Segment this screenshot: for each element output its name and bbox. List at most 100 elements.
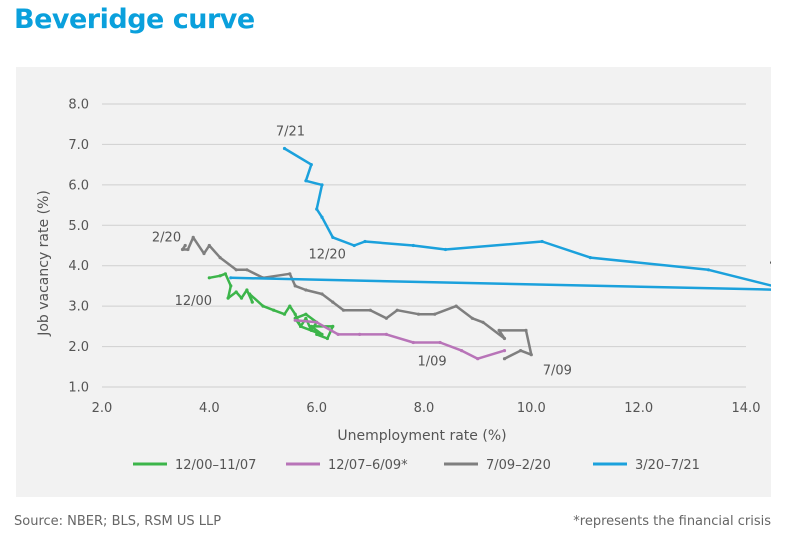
data-point [218,274,222,278]
data-point [502,357,507,361]
beveridge-chart: 1.02.03.04.05.06.07.08.0 2.0 4.0 6.0 8.0 10.… [36,98,771,473]
data-point [524,328,528,332]
annotation-label: 2/20 [152,231,181,246]
data-point [320,215,324,219]
data-point [229,276,233,280]
data-point [309,163,313,167]
data-point [180,247,185,252]
data-point [325,336,329,341]
data-point [245,268,249,272]
data-point [384,332,388,336]
data-point [417,312,421,316]
series-3 [180,235,533,361]
x-axis-label: Unemployment rate (%) [337,428,506,444]
series-line [295,319,505,360]
data-point [331,324,335,328]
legend-label: 3/20–7/21 [635,458,700,473]
data-point [304,179,308,183]
data-point [272,308,276,312]
y-tick-label: 5.0 [68,219,89,234]
data-point [363,239,367,244]
data-point [395,308,399,312]
data-point [261,304,265,308]
data-point [529,353,533,357]
data-point [502,349,507,353]
data-point [309,328,313,332]
data-point [341,308,346,312]
legend-label: 7/09–2/20 [486,458,551,473]
x-tick-label: 8.0 [414,401,435,416]
y-tick-label: 6.0 [68,178,89,193]
data-point [304,316,308,320]
data-point [282,146,287,151]
data-point [331,300,335,304]
annotation-label: 12/00 [175,294,212,309]
data-point [460,349,464,353]
annotation-label: 4/20 [769,255,771,270]
y-tick-label: 2.0 [68,340,89,355]
data-point [331,235,335,239]
x-tick-label: 4.0 [199,401,220,416]
series-line [230,147,771,291]
data-point [202,252,206,256]
data-point [234,268,238,272]
legend-item: 7/09–2/20 [444,458,551,473]
data-point [470,316,474,320]
legend-item: 12/00–11/07 [133,458,256,473]
data-point [481,320,485,324]
data-point [218,256,222,260]
series-4 [229,146,771,291]
data-point [368,308,372,312]
data-point [282,312,287,316]
data-point [315,320,319,324]
x-tick-label: 14.0 [732,401,761,416]
data-point [384,316,388,320]
data-point [239,296,244,300]
data-point [358,332,362,336]
data-point [288,304,292,308]
data-point [411,243,415,248]
data-point [315,332,319,336]
data-point [223,272,227,276]
data-point [352,243,356,248]
y-tick-label: 4.0 [68,259,89,274]
annotations: 7/21 2/20 12/20 4/20 12/00 1/09 7/09 [152,124,771,378]
data-point [304,312,308,316]
data-point [248,292,252,296]
annotation-label: 7/21 [276,124,305,139]
data-point [438,340,442,345]
x-tick-label: 10.0 [517,401,546,416]
data-point [540,239,544,244]
legend-label: 12/00–11/07 [175,458,256,473]
x-tick-label: 12.0 [624,401,653,416]
series-lines [180,146,771,361]
data-point [304,288,308,292]
data-point [226,296,230,300]
data-point [454,304,458,308]
data-point [336,332,340,336]
y-tick-label: 1.0 [68,381,89,396]
data-point [229,284,233,288]
source-note: Source: NBER; BLS, RSM US LLP [14,514,222,529]
data-point [706,268,711,272]
x-tick-labels: 2.0 4.0 6.0 8.0 10.0 12.0 14.0 [92,401,761,416]
data-point [288,272,292,276]
data-point [433,312,437,316]
x-tick-label: 6.0 [306,401,327,416]
data-point [293,284,297,288]
annotation-label: 7/09 [543,364,572,379]
data-point [497,328,501,332]
legend-item: 12/07–6/09* [286,458,408,473]
data-point [320,332,324,336]
data-point [411,340,415,345]
data-point [207,276,211,280]
data-point [293,312,297,316]
data-point [191,235,195,239]
x-tick-label: 2.0 [92,401,113,416]
data-point [309,324,313,328]
data-point [234,290,238,294]
legend-item: 3/20–7/21 [593,458,700,473]
data-point [299,324,303,328]
y-tick-labels: 1.0 2.0 3.0 4.0 5.0 6.0 7.0 8.0 [68,98,89,396]
data-point [250,300,254,304]
